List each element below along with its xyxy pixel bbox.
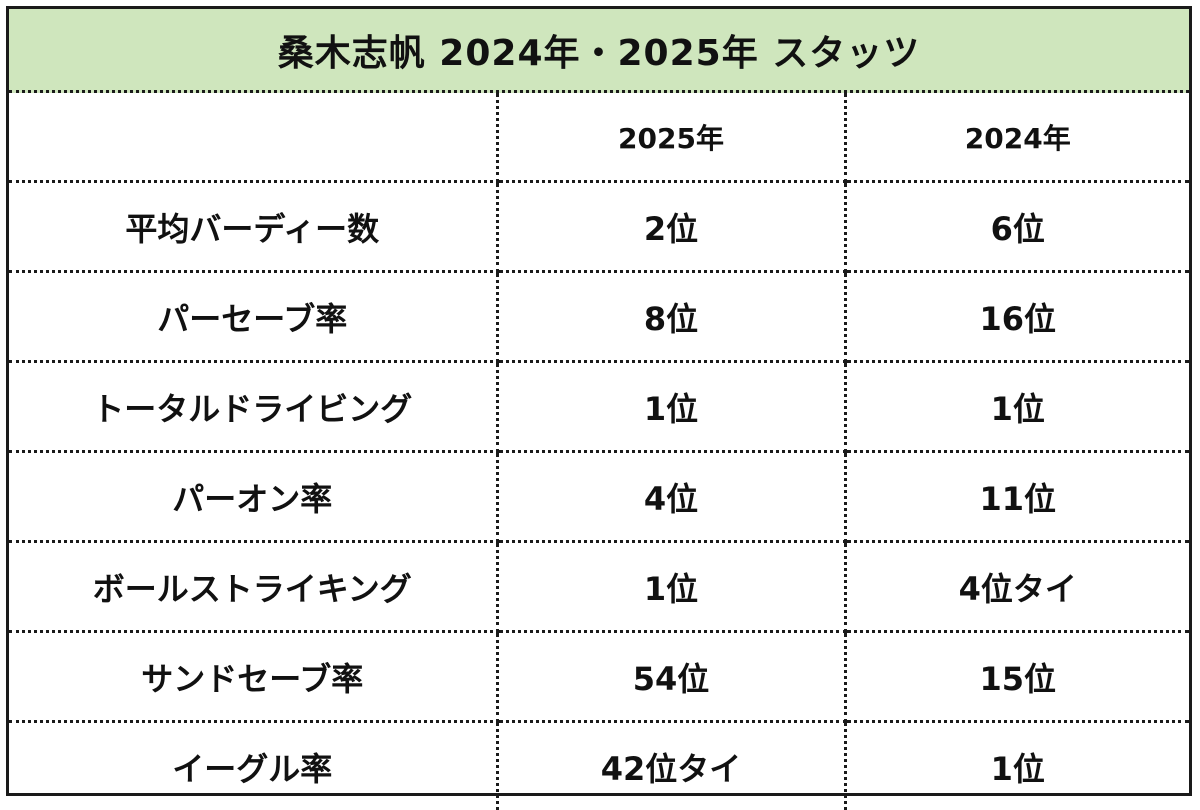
rank-2024-cell: 11位 xyxy=(845,452,1189,542)
rank-2024-cell: 15位 xyxy=(845,632,1189,722)
table-row: ボールストライキング 1位 4位タイ xyxy=(9,542,1189,632)
table-title: 桑木志帆 2024年・2025年 スタッツ xyxy=(278,24,920,76)
rank-2025-cell: 1位 xyxy=(497,542,845,632)
header-cell-stat xyxy=(9,93,497,182)
rank-2024-cell: 4位タイ xyxy=(845,542,1189,632)
rank-2025-cell: 2位 xyxy=(497,182,845,272)
rank-2024-cell: 1位 xyxy=(845,362,1189,452)
stat-name-cell: イーグル率 xyxy=(9,722,497,810)
table-row: トータルドライビング 1位 1位 xyxy=(9,362,1189,452)
stat-name-cell: 平均バーディー数 xyxy=(9,182,497,272)
table-row: イーグル率 42位タイ 1位 xyxy=(9,722,1189,810)
table-row: パーオン率 4位 11位 xyxy=(9,452,1189,542)
title-bar: 桑木志帆 2024年・2025年 スタッツ xyxy=(9,9,1189,93)
header-cell-2025: 2025年 xyxy=(497,93,845,182)
rank-2024-cell: 6位 xyxy=(845,182,1189,272)
stat-name-cell: サンドセーブ率 xyxy=(9,632,497,722)
rank-2025-cell: 1位 xyxy=(497,362,845,452)
table-row: サンドセーブ率 54位 15位 xyxy=(9,632,1189,722)
rank-2024-cell: 1位 xyxy=(845,722,1189,810)
rank-2025-cell: 42位タイ xyxy=(497,722,845,810)
header-row: 2025年 2024年 xyxy=(9,93,1189,182)
stats-table: 2025年 2024年 平均バーディー数 2位 6位 パーセーブ率 8位 16位… xyxy=(9,93,1189,810)
stats-table-frame: 桑木志帆 2024年・2025年 スタッツ 2025年 2024年 平均バーディ… xyxy=(6,6,1192,796)
table-row: 平均バーディー数 2位 6位 xyxy=(9,182,1189,272)
rank-2025-cell: 54位 xyxy=(497,632,845,722)
rank-2024-cell: 16位 xyxy=(845,272,1189,362)
header-cell-2024: 2024年 xyxy=(845,93,1189,182)
stat-name-cell: ボールストライキング xyxy=(9,542,497,632)
rank-2025-cell: 4位 xyxy=(497,452,845,542)
stat-name-cell: パーセーブ率 xyxy=(9,272,497,362)
rank-2025-cell: 8位 xyxy=(497,272,845,362)
stat-name-cell: トータルドライビング xyxy=(9,362,497,452)
stat-name-cell: パーオン率 xyxy=(9,452,497,542)
table-row: パーセーブ率 8位 16位 xyxy=(9,272,1189,362)
